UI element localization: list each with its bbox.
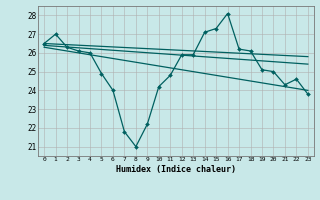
X-axis label: Humidex (Indice chaleur): Humidex (Indice chaleur) <box>116 165 236 174</box>
